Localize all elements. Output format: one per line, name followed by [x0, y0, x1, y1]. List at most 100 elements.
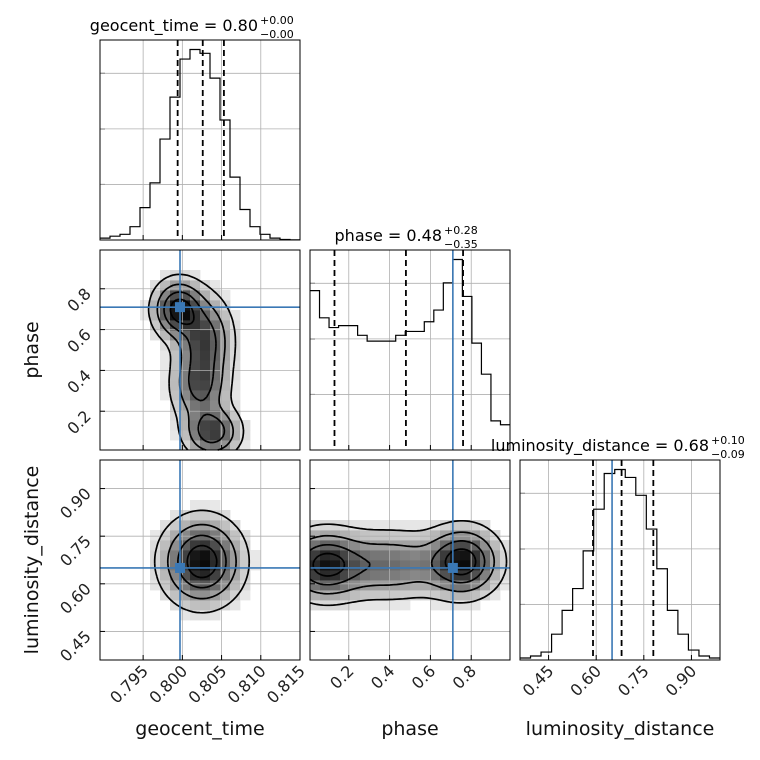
x-axis-label-luminosity_distance: luminosity_distance — [526, 718, 715, 740]
density-cell — [340, 540, 351, 551]
density-cell — [450, 530, 461, 541]
density-cell — [390, 600, 401, 611]
histogram-luminosity_distance — [520, 468, 720, 659]
density-cell — [310, 530, 321, 541]
density-cell — [220, 410, 231, 421]
density-cell — [500, 560, 511, 571]
density-cell — [220, 580, 231, 591]
density-cell — [410, 550, 421, 561]
ytick-label-luminosity_distance: 0.75 — [56, 532, 95, 571]
panel-phase-vs-geocent_time — [99, 249, 301, 451]
density-cell — [190, 540, 201, 551]
density-cell — [230, 360, 241, 371]
density-cell — [230, 440, 241, 451]
contour-luminosity_distance-vs-geocent_time — [153, 509, 251, 614]
ytick-label-phase: 0.8 — [63, 284, 94, 315]
density-cell — [160, 270, 171, 281]
density-cell — [350, 600, 361, 611]
density-cell — [170, 600, 181, 611]
density-cell — [180, 320, 191, 331]
density-cell — [390, 520, 401, 531]
ytick-label-phase: 0.6 — [63, 325, 94, 356]
density-cell — [340, 590, 351, 601]
density-cell — [210, 280, 221, 291]
density-cell — [230, 310, 241, 321]
density-cell — [160, 580, 171, 591]
density-cell — [210, 430, 221, 441]
density-cell — [390, 570, 401, 581]
ytick-label-luminosity_distance: 0.90 — [56, 484, 95, 523]
density-cell — [160, 350, 171, 361]
density-cell — [170, 550, 181, 561]
density-cell — [220, 590, 231, 601]
density-cell — [170, 430, 181, 441]
density-cell — [200, 600, 211, 611]
density-cell — [190, 350, 201, 361]
density-cell — [480, 570, 491, 581]
xtick-label-luminosity_distance: 0.75 — [614, 661, 653, 700]
density-cell — [180, 410, 191, 421]
density-cell — [380, 520, 391, 531]
density-cell — [350, 560, 361, 571]
density-cell — [420, 570, 431, 581]
contour-phase-vs-geocent_time — [147, 273, 245, 451]
contour-luminosity_distance-vs-geocent_time — [186, 544, 218, 579]
panel-luminosity_distance-vs-luminosity_distance — [519, 459, 721, 661]
density-cell — [310, 560, 321, 571]
ytick-label-luminosity_distance: 0.60 — [56, 579, 95, 618]
density-cell — [230, 570, 241, 581]
density-cell — [160, 380, 171, 391]
density-cell — [220, 290, 231, 301]
density-cell — [160, 290, 171, 301]
density-cell — [340, 530, 351, 541]
density-cell — [210, 500, 221, 511]
density-cell — [200, 580, 211, 591]
x-axis-label-geocent_time: geocent_time — [135, 718, 264, 740]
density-cell — [360, 550, 371, 561]
density-cell — [410, 530, 421, 541]
density-cell — [200, 440, 211, 451]
density-cell — [390, 530, 401, 541]
title-luminosity_distance: luminosity_distance = 0.68 +0.10−0.09 — [491, 434, 745, 461]
density-cell — [360, 520, 371, 531]
density-cell — [160, 330, 171, 341]
density-cell — [190, 370, 201, 381]
ytick-label-phase: 0.2 — [63, 407, 94, 438]
panel-frame — [519, 459, 721, 661]
density-cell — [180, 290, 191, 301]
density-cell — [170, 360, 181, 371]
density-cell — [150, 580, 161, 591]
density-cell — [220, 320, 231, 331]
title-plus: +0.28 — [444, 224, 478, 237]
density-cell — [180, 540, 191, 551]
density-cell — [160, 370, 171, 381]
density-cell — [190, 580, 201, 591]
density-cell — [360, 560, 371, 571]
density-cell — [460, 570, 471, 581]
density-image-luminosity_distance-vs-geocent_time — [150, 500, 261, 621]
density-cell — [240, 530, 251, 541]
density-cell — [430, 520, 441, 531]
density-cell — [170, 590, 181, 601]
density-cell — [380, 570, 391, 581]
density-cell — [360, 530, 371, 541]
density-cell — [240, 570, 251, 581]
density-cell — [350, 520, 361, 531]
contour-luminosity_distance-vs-phase — [309, 531, 496, 595]
density-cell — [440, 570, 451, 581]
density-cell — [420, 590, 431, 601]
density-cell — [160, 560, 171, 571]
density-cell — [160, 530, 171, 541]
title-main: luminosity_distance = 0.68 — [491, 436, 709, 456]
density-cell — [410, 590, 421, 601]
density-cell — [330, 530, 341, 541]
density-cell — [470, 600, 481, 611]
density-cell — [160, 570, 171, 581]
density-cell — [180, 510, 191, 521]
density-cell — [250, 550, 261, 561]
density-cell — [170, 350, 181, 361]
density-cell — [190, 410, 201, 421]
density-cell — [490, 540, 501, 551]
density-cell — [190, 340, 201, 351]
panel-luminosity_distance-vs-phase — [309, 459, 511, 661]
